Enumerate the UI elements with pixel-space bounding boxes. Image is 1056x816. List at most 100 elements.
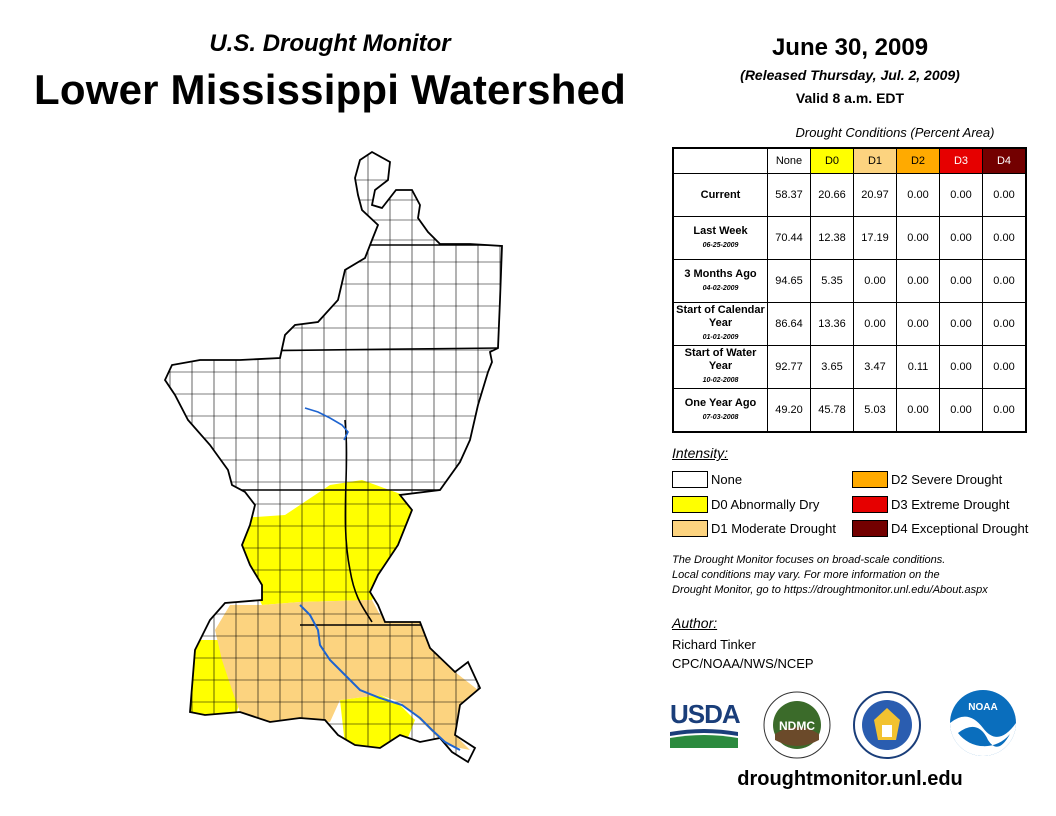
legend-swatch-d3 xyxy=(852,496,888,513)
row-date: 01-01-2009 xyxy=(702,334,739,341)
table-cell: 0.11 xyxy=(896,345,940,389)
map-title: Lower Mississippi Watershed xyxy=(34,66,626,113)
table-cell: 3.47 xyxy=(853,345,897,389)
note-line: Local conditions may vary. For more info… xyxy=(672,569,940,581)
usda-logo-text: USDA xyxy=(670,699,741,729)
table-cell: 0.00 xyxy=(896,216,940,260)
table-caption: Drought Conditions (Percent Area) xyxy=(795,125,995,140)
column-header-d0: D0 xyxy=(810,147,854,174)
table-cell: 0.00 xyxy=(939,388,983,433)
disclaimer-note: The Drought Monitor focuses on broad-sca… xyxy=(672,553,1052,598)
river-lower xyxy=(299,604,461,751)
column-header-none: None xyxy=(767,147,811,174)
row-label: One Year Ago xyxy=(684,396,757,409)
column-header-d4: D4 xyxy=(982,147,1027,174)
table-cell: 0.00 xyxy=(896,302,940,346)
table-cell: 0.00 xyxy=(982,345,1027,389)
table-cell: 0.00 xyxy=(896,173,940,217)
d0-region-north xyxy=(240,480,418,605)
table-cell: 0.00 xyxy=(982,259,1027,303)
legend-swatch-d4 xyxy=(852,520,888,537)
author-title: Author: xyxy=(672,615,718,631)
column-header-d3: D3 xyxy=(939,147,983,174)
map-date: June 30, 2009 xyxy=(771,34,929,61)
table-row: One Year Ago 07-03-2008 49.20 45.78 5.03 … xyxy=(672,388,1027,433)
table-cell: 0.00 xyxy=(939,302,983,346)
legend-title: Intensity: xyxy=(672,445,729,461)
table-cell: 20.66 xyxy=(810,173,854,217)
row-date: 07-03-2008 xyxy=(702,413,739,421)
table-cell: 0.00 xyxy=(896,388,940,433)
table-row: 3 Months Ago 04-02-2009 94.65 5.35 0.00 0… xyxy=(672,259,1027,303)
table-cell: 45.78 xyxy=(810,388,854,433)
table-cell: 0.00 xyxy=(939,173,983,217)
table-cell: 13.36 xyxy=(810,302,854,346)
watershed-outline xyxy=(163,150,503,764)
table-row: Start of Calendar Year 01-01-2009 86.64 1… xyxy=(672,302,1027,346)
note-line: The Drought Monitor focuses on broad-sca… xyxy=(672,554,946,566)
legend-label-d1: D1 Moderate Drought xyxy=(711,521,837,536)
row-label: Current xyxy=(700,188,741,201)
column-header-d1: D1 xyxy=(853,147,897,174)
table-cell: 0.00 xyxy=(982,216,1027,260)
drought-statistics-table: None D0 D1 D2 D3 D4 Current 58.37 20.66 … xyxy=(672,147,1027,433)
table-cell: 0.00 xyxy=(982,302,1027,346)
usda-logo: USDA xyxy=(670,699,741,750)
row-date: 10-02-2008 xyxy=(702,377,739,384)
table-cell: 0.00 xyxy=(939,216,983,260)
table-row: Last Week 06-25-2009 70.44 12.38 17.19 0.… xyxy=(672,216,1027,260)
table-cell: 0.00 xyxy=(939,259,983,303)
table-cell: 0.00 xyxy=(939,345,983,389)
legend-label-d0: D0 Abnormally Dry xyxy=(711,497,820,512)
table-cell: 5.35 xyxy=(810,259,854,303)
note-line: Drought Monitor, go to https://droughtmo… xyxy=(672,584,988,596)
river-upper xyxy=(304,407,349,441)
table-row: Start of Water Year 10-02-2008 92.77 3.65… xyxy=(672,345,1027,389)
commerce-seal xyxy=(853,691,921,759)
table-cell: 0.00 xyxy=(896,259,940,303)
table-row: Current 58.37 20.66 20.97 0.00 0.00 0.00 xyxy=(672,173,1027,217)
website-url[interactable]: droughtmonitor.unl.edu xyxy=(737,768,963,790)
table-cell: 0.00 xyxy=(853,302,897,346)
row-label: Last Week xyxy=(693,224,748,237)
table-cell: 17.19 xyxy=(853,216,897,260)
table-cell: 70.44 xyxy=(767,216,811,260)
table-cell: 0.00 xyxy=(853,259,897,303)
legend-swatch-d1 xyxy=(672,520,708,537)
legend-swatch-none xyxy=(672,471,708,488)
table-cell: 0.00 xyxy=(982,173,1027,217)
table-cell: 5.03 xyxy=(853,388,897,433)
row-label: 3 Months Ago xyxy=(684,267,757,280)
row-date: 04-02-2009 xyxy=(702,284,739,292)
row-date: 06-25-2009 xyxy=(702,241,739,249)
column-header-d2: D2 xyxy=(896,147,940,174)
watershed-map xyxy=(163,150,503,764)
noaa-logo-text: NOAA xyxy=(968,702,997,713)
row-label: Start of Water Year xyxy=(684,347,757,372)
author-organization: CPC/NOAA/NWS/NCEP xyxy=(672,656,814,671)
table-cell: 92.77 xyxy=(767,345,811,389)
usda-logo-waves xyxy=(670,729,738,748)
valid-time: Valid 8 a.m. EDT xyxy=(795,90,905,106)
table-cell: 12.38 xyxy=(810,216,854,260)
ndmc-logo-text: NDMC xyxy=(779,719,815,733)
noaa-logo: NOAA xyxy=(950,690,1016,756)
table-cell: 94.65 xyxy=(767,259,811,303)
table-cell: 20.97 xyxy=(853,173,897,217)
author-name: Richard Tinker xyxy=(672,637,756,652)
legend-label-d2: D2 Severe Drought xyxy=(891,472,1003,487)
legend-label-d4: D4 Exceptional Drought xyxy=(891,521,1029,536)
map-subtitle: U.S. Drought Monitor xyxy=(209,30,451,57)
table-cell: 49.20 xyxy=(767,388,811,433)
legend-label-d3: D3 Extreme Drought xyxy=(891,497,1010,512)
table-cell: 3.65 xyxy=(810,345,854,389)
table-cell: 0.00 xyxy=(982,388,1027,433)
table-cell: 86.64 xyxy=(767,302,811,346)
legend-label-none: None xyxy=(711,472,743,487)
table-cell: 58.37 xyxy=(767,173,811,217)
row-label: Start of Calendar Year xyxy=(676,304,765,329)
legend-swatch-d2 xyxy=(852,471,888,488)
ndmc-logo: NDMC xyxy=(763,691,831,759)
release-date: (Released Thursday, Jul. 2, 2009) xyxy=(740,67,960,83)
d0-region-delta xyxy=(340,695,415,750)
